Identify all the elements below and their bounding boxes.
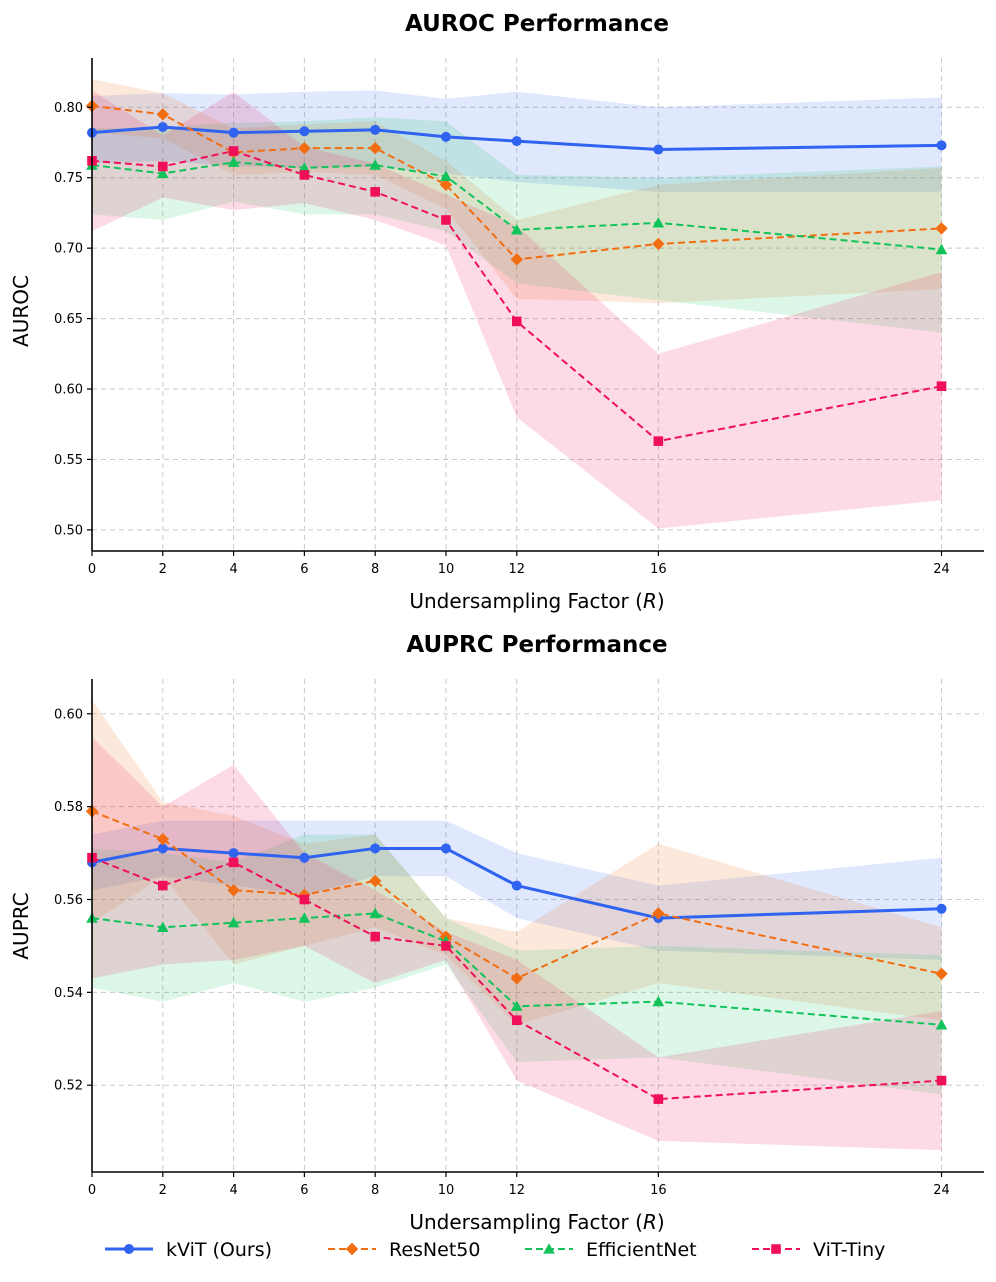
legend-marker-kvit xyxy=(124,1244,134,1254)
auprc-point-vit xyxy=(158,881,168,891)
legend-marker-resnet xyxy=(346,1243,358,1255)
auroc-point-kvit xyxy=(512,136,522,146)
auroc-y-tick-label: 0.50 xyxy=(54,523,83,538)
auroc-point-kvit xyxy=(937,140,947,150)
auroc-x-tick-label: 0 xyxy=(88,562,96,577)
auroc-y-tick-label: 0.75 xyxy=(54,171,83,186)
auprc-point-vit xyxy=(300,895,310,905)
auroc-x-tick-label: 12 xyxy=(508,562,525,577)
auprc-point-kvit xyxy=(441,843,451,853)
auroc-chart: AUROC Performance 0.500.550.600.650.700.… xyxy=(9,11,984,613)
auprc-point-vit xyxy=(937,1076,947,1086)
auprc-x-axis-label-main: Undersampling Factor ( xyxy=(409,1210,643,1234)
auroc-x-tick-label: 4 xyxy=(229,562,237,577)
auroc-point-vit xyxy=(370,187,380,197)
auprc-x-tick-label: 12 xyxy=(508,1183,525,1198)
auroc-point-kvit xyxy=(441,132,451,142)
auroc-point-vit xyxy=(300,170,310,180)
auroc-y-ticks: 0.50 0.55 0.60 0.65 0.70 0.75 0.80 xyxy=(54,101,92,539)
auroc-x-ticks: 0 2 4 6 8 10 12 16 24 xyxy=(88,551,950,577)
auroc-point-vit xyxy=(441,215,451,225)
auroc-point-kvit xyxy=(370,125,380,135)
auprc-point-kvit xyxy=(370,843,380,853)
auroc-point-vit xyxy=(158,162,168,172)
legend-item-vit: ViT-Tiny xyxy=(752,1239,885,1261)
auprc-point-kvit xyxy=(299,853,309,863)
auroc-x-axis-label-main: Undersampling Factor ( xyxy=(409,589,643,613)
auroc-y-axis-label: AUROC xyxy=(9,275,33,347)
auroc-point-vit xyxy=(937,381,947,391)
auprc-x-tick-label: 6 xyxy=(300,1183,308,1198)
legend-label-resnet: ResNet50 xyxy=(389,1239,480,1261)
auprc-y-ticks: 0.52 0.54 0.56 0.58 0.60 xyxy=(54,707,92,1093)
auroc-x-axis-label-end: ) xyxy=(657,589,665,613)
auprc-point-vit xyxy=(370,932,380,942)
auprc-point-vit xyxy=(441,941,451,951)
auroc-x-tick-label: 24 xyxy=(933,562,950,577)
auprc-point-vit xyxy=(512,1015,522,1025)
auprc-point-kvit xyxy=(229,848,239,858)
auprc-x-tick-label: 8 xyxy=(371,1183,379,1198)
auprc-y-tick-label: 0.58 xyxy=(54,800,83,815)
auroc-y-tick-label: 0.70 xyxy=(54,242,83,257)
legend-item-effnet: EfficientNet xyxy=(525,1239,697,1261)
auprc-chart: AUPRC Performance 0.52 0.54 0.56 0.58 0.60 0… xyxy=(9,632,984,1234)
auprc-chart-title: AUPRC Performance xyxy=(406,632,667,658)
auprc-y-axis-label: AUPRC xyxy=(9,892,33,959)
auprc-x-axis-label-var: R xyxy=(643,1210,657,1234)
auroc-x-axis-label: Undersampling Factor (R) xyxy=(409,589,664,613)
auroc-point-kvit xyxy=(229,128,239,138)
auroc-x-tick-label: 10 xyxy=(438,562,455,577)
auprc-x-tick-label: 24 xyxy=(933,1183,950,1198)
auprc-y-tick-label: 0.52 xyxy=(54,1079,83,1094)
legend-label-kvit: kViT (Ours) xyxy=(166,1239,272,1261)
legend-label-vit: ViT-Tiny xyxy=(813,1239,885,1261)
auroc-chart-title: AUROC Performance xyxy=(405,11,669,37)
auroc-point-kvit xyxy=(158,122,168,132)
auprc-point-kvit xyxy=(512,881,522,891)
legend-marker-vit xyxy=(771,1244,781,1254)
auprc-x-axis-label: Undersampling Factor (R) xyxy=(409,1210,664,1234)
auroc-point-kvit xyxy=(299,126,309,136)
auprc-x-tick-label: 10 xyxy=(438,1183,455,1198)
legend: kViT (Ours) ResNet50 EfficientNet ViT-Tiny xyxy=(105,1239,885,1261)
auprc-x-tick-label: 0 xyxy=(88,1183,96,1198)
auroc-x-tick-label: 16 xyxy=(650,562,667,577)
auroc-y-tick-label: 0.55 xyxy=(54,453,83,468)
auprc-x-tick-label: 2 xyxy=(159,1183,167,1198)
figure: AUROC Performance 0.500.550.600.650.700.… xyxy=(0,0,996,1282)
auroc-x-tick-label: 2 xyxy=(159,562,167,577)
auroc-point-vit xyxy=(512,317,522,327)
auroc-x-tick-label: 6 xyxy=(300,562,308,577)
legend-label-effnet: EfficientNet xyxy=(586,1239,697,1261)
auroc-point-kvit xyxy=(653,145,663,155)
auroc-x-axis-label-var: R xyxy=(643,589,657,613)
auprc-x-ticks: 0 2 4 6 8 10 12 16 24 xyxy=(88,1172,950,1198)
legend-item-kvit: kViT (Ours) xyxy=(105,1239,272,1261)
auprc-y-tick-label: 0.54 xyxy=(54,986,83,1001)
auprc-x-tick-label: 16 xyxy=(650,1183,667,1198)
auroc-y-tick-label: 0.80 xyxy=(54,101,83,116)
auprc-point-kvit xyxy=(937,904,947,914)
auprc-x-tick-label: 4 xyxy=(229,1183,237,1198)
auprc-point-vit xyxy=(229,858,239,868)
auroc-y-tick-label: 0.60 xyxy=(54,383,83,398)
auprc-y-tick-label: 0.56 xyxy=(54,893,83,908)
auprc-point-vit xyxy=(654,1094,664,1104)
auprc-x-axis-label-end: ) xyxy=(657,1210,665,1234)
auprc-y-tick-label: 0.60 xyxy=(54,707,83,722)
legend-item-resnet: ResNet50 xyxy=(328,1239,480,1261)
auroc-y-tick-label: 0.65 xyxy=(54,312,83,327)
auroc-point-vit xyxy=(654,436,664,446)
auroc-x-tick-label: 8 xyxy=(371,562,379,577)
auroc-point-vit xyxy=(229,146,239,156)
